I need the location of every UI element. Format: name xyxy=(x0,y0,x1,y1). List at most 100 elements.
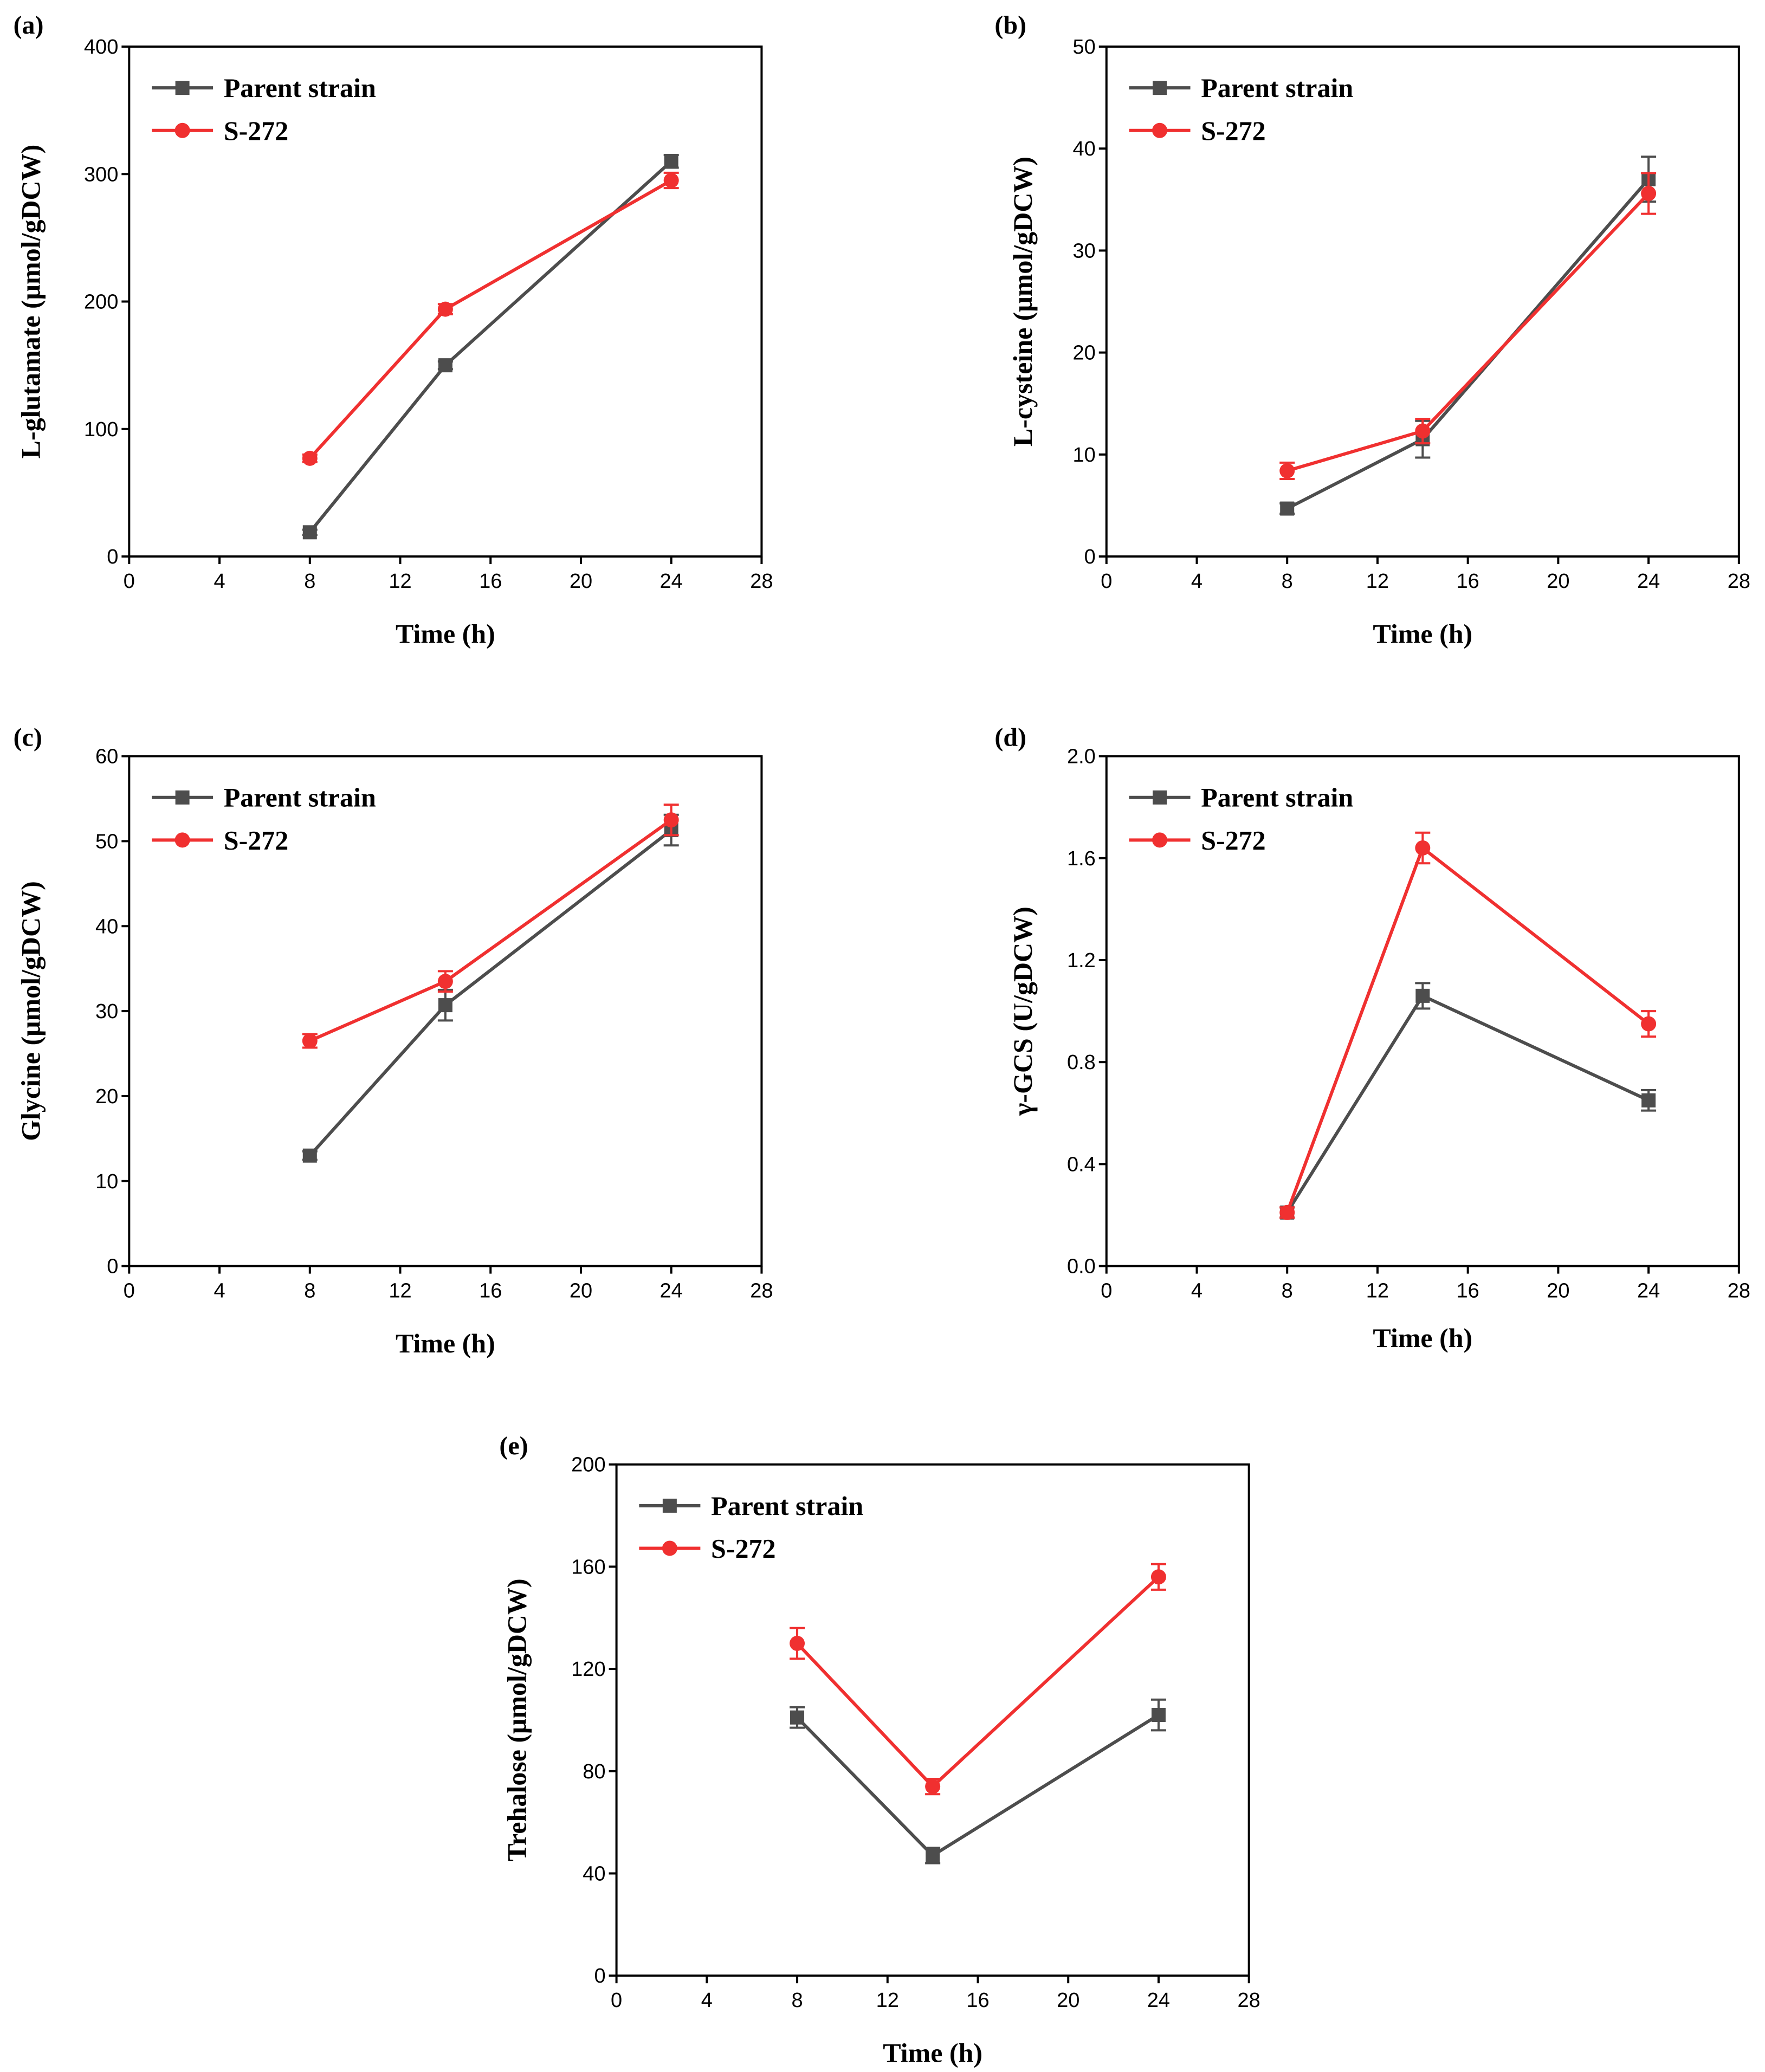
series-s-272 xyxy=(1279,172,1657,480)
series-parent-strain xyxy=(302,153,679,540)
x-tick-label: 0 xyxy=(611,1989,622,2012)
y-tick-label: 0.8 xyxy=(1067,1051,1096,1074)
panel-label: (c) xyxy=(14,723,42,752)
panel-label: (b) xyxy=(994,11,1026,40)
x-axis-title: Time (h) xyxy=(396,1328,495,1358)
legend: Parent strain S-272 xyxy=(1129,73,1353,146)
y-tick-label: 10 xyxy=(1072,444,1095,467)
series-line xyxy=(796,1713,1160,1858)
panel-b: (b) 0 4 8 12 16 20 24 28 0 10 20 30 40 50 Time (h) L-cys… xyxy=(994,11,1750,649)
x-tick-label: 0 xyxy=(1101,1280,1112,1303)
x-tick-label: 12 xyxy=(876,1989,899,2012)
x-tick-label: 16 xyxy=(479,1280,502,1303)
data-point-square xyxy=(1641,1093,1656,1108)
legend-item: S-272 xyxy=(152,825,288,855)
legend: Parent strain S-272 xyxy=(152,73,376,146)
y-tick-label: 40 xyxy=(583,1862,605,1885)
panel-c: (c) 0 4 8 12 16 20 24 28 0 10 20 30 40 50 60 Time (h) Gly… xyxy=(14,723,773,1358)
data-point-square xyxy=(1151,1708,1166,1723)
x-tick-label: 28 xyxy=(750,570,773,593)
series-parent-strain xyxy=(1279,982,1657,1220)
series-line xyxy=(1286,178,1650,510)
y-tick-label: 20 xyxy=(1072,342,1095,365)
x-tick-label: 24 xyxy=(660,570,683,593)
y-tick-label: 0.4 xyxy=(1067,1153,1096,1176)
y-tick-label: 300 xyxy=(84,163,118,186)
data-point-circle xyxy=(1150,1569,1166,1585)
square-marker-icon xyxy=(662,1498,677,1513)
y-tick-label: 30 xyxy=(1072,239,1095,262)
series-line xyxy=(308,160,673,534)
data-point-square xyxy=(302,1148,317,1163)
x-tick-label: 4 xyxy=(214,570,225,593)
x-tick-label: 4 xyxy=(1191,570,1202,593)
y-tick-label: 0 xyxy=(107,1255,118,1278)
y-tick-label: 200 xyxy=(84,291,118,314)
circle-marker-icon xyxy=(1152,832,1168,848)
data-point-circle xyxy=(1279,1205,1295,1220)
y-axis-title: L-glutamate (μmol/gDCW) xyxy=(16,145,46,459)
legend-label: S-272 xyxy=(711,1533,775,1563)
data-point-circle xyxy=(790,1635,805,1651)
x-tick-label: 4 xyxy=(214,1280,225,1303)
x-axis-title: Time (h) xyxy=(1373,618,1472,649)
x-tick-label: 28 xyxy=(1728,1280,1750,1303)
data-point-square xyxy=(926,1848,940,1863)
series-line xyxy=(1286,192,1650,472)
circle-marker-icon xyxy=(174,832,190,848)
data-point-square xyxy=(664,154,678,169)
data-point-circle xyxy=(1279,463,1295,478)
x-tick-label: 28 xyxy=(750,1280,773,1303)
x-tick-label: 12 xyxy=(1366,570,1389,593)
panel-e: (e) 0 4 8 12 16 20 24 28 0 40 80 120 160 200 Time (h) Tr… xyxy=(499,1432,1260,2068)
panel-d: (d) 0 4 8 12 16 20 24 28 0.0 0.4 0.8 1.2 1.6 2.0 Time (… xyxy=(994,723,1750,1353)
x-tick-label: 24 xyxy=(1147,1989,1170,2012)
data-point-circle xyxy=(437,974,453,989)
y-tick-label: 1.2 xyxy=(1067,949,1096,972)
x-tick-label: 24 xyxy=(660,1280,683,1303)
x-tick-label: 4 xyxy=(701,1989,713,2012)
x-tick-label: 28 xyxy=(1728,570,1750,593)
data-point-circle xyxy=(437,301,453,317)
x-tick-label: 4 xyxy=(1191,1280,1202,1303)
y-tick-label: 2.0 xyxy=(1067,746,1096,768)
legend: Parent strain S-272 xyxy=(639,1491,863,1563)
legend-item: S-272 xyxy=(1129,825,1266,855)
x-tick-label: 8 xyxy=(1282,570,1293,593)
x-tick-label: 16 xyxy=(1457,570,1479,593)
legend: Parent strain S-272 xyxy=(152,782,376,855)
series-parent-strain xyxy=(790,1698,1166,1864)
x-tick-label: 0 xyxy=(1101,570,1112,593)
circle-marker-icon xyxy=(174,122,190,138)
x-tick-label: 8 xyxy=(1282,1280,1293,1303)
legend-item: S-272 xyxy=(639,1533,776,1563)
legend-item: Parent strain xyxy=(152,73,376,103)
y-tick-label: 100 xyxy=(84,418,118,441)
panel-label: (e) xyxy=(499,1432,528,1460)
y-tick-label: 40 xyxy=(1072,138,1095,160)
plot-frame xyxy=(1105,755,1740,1267)
y-tick-label: 120 xyxy=(571,1658,605,1681)
series-parent-strain xyxy=(1279,156,1657,516)
x-tick-label: 12 xyxy=(389,570,411,593)
y-tick-label: 0 xyxy=(594,1965,605,1987)
series-s-272 xyxy=(302,803,679,1049)
legend-label: Parent strain xyxy=(224,782,376,813)
y-tick-label: 200 xyxy=(571,1454,605,1477)
legend: Parent strain S-272 xyxy=(1129,782,1353,855)
data-point-circle xyxy=(302,450,318,466)
y-tick-label: 40 xyxy=(95,915,118,938)
x-tick-label: 20 xyxy=(1547,1280,1569,1303)
data-point-square xyxy=(438,358,452,373)
y-axis-title: γ-GCS (U/gDCW) xyxy=(1007,906,1038,1116)
square-marker-icon xyxy=(175,790,190,805)
legend-item: Parent strain xyxy=(639,1491,863,1521)
data-point-circle xyxy=(925,1779,941,1795)
y-tick-label: 0 xyxy=(107,546,118,568)
legend-label: S-272 xyxy=(1201,115,1265,146)
y-axis-title: Glycine (μmol/gDCW) xyxy=(16,881,46,1141)
panel-label: (d) xyxy=(994,723,1026,752)
plot-frame xyxy=(615,1463,1250,1977)
data-point-circle xyxy=(1641,186,1657,202)
y-tick-label: 80 xyxy=(583,1760,605,1783)
